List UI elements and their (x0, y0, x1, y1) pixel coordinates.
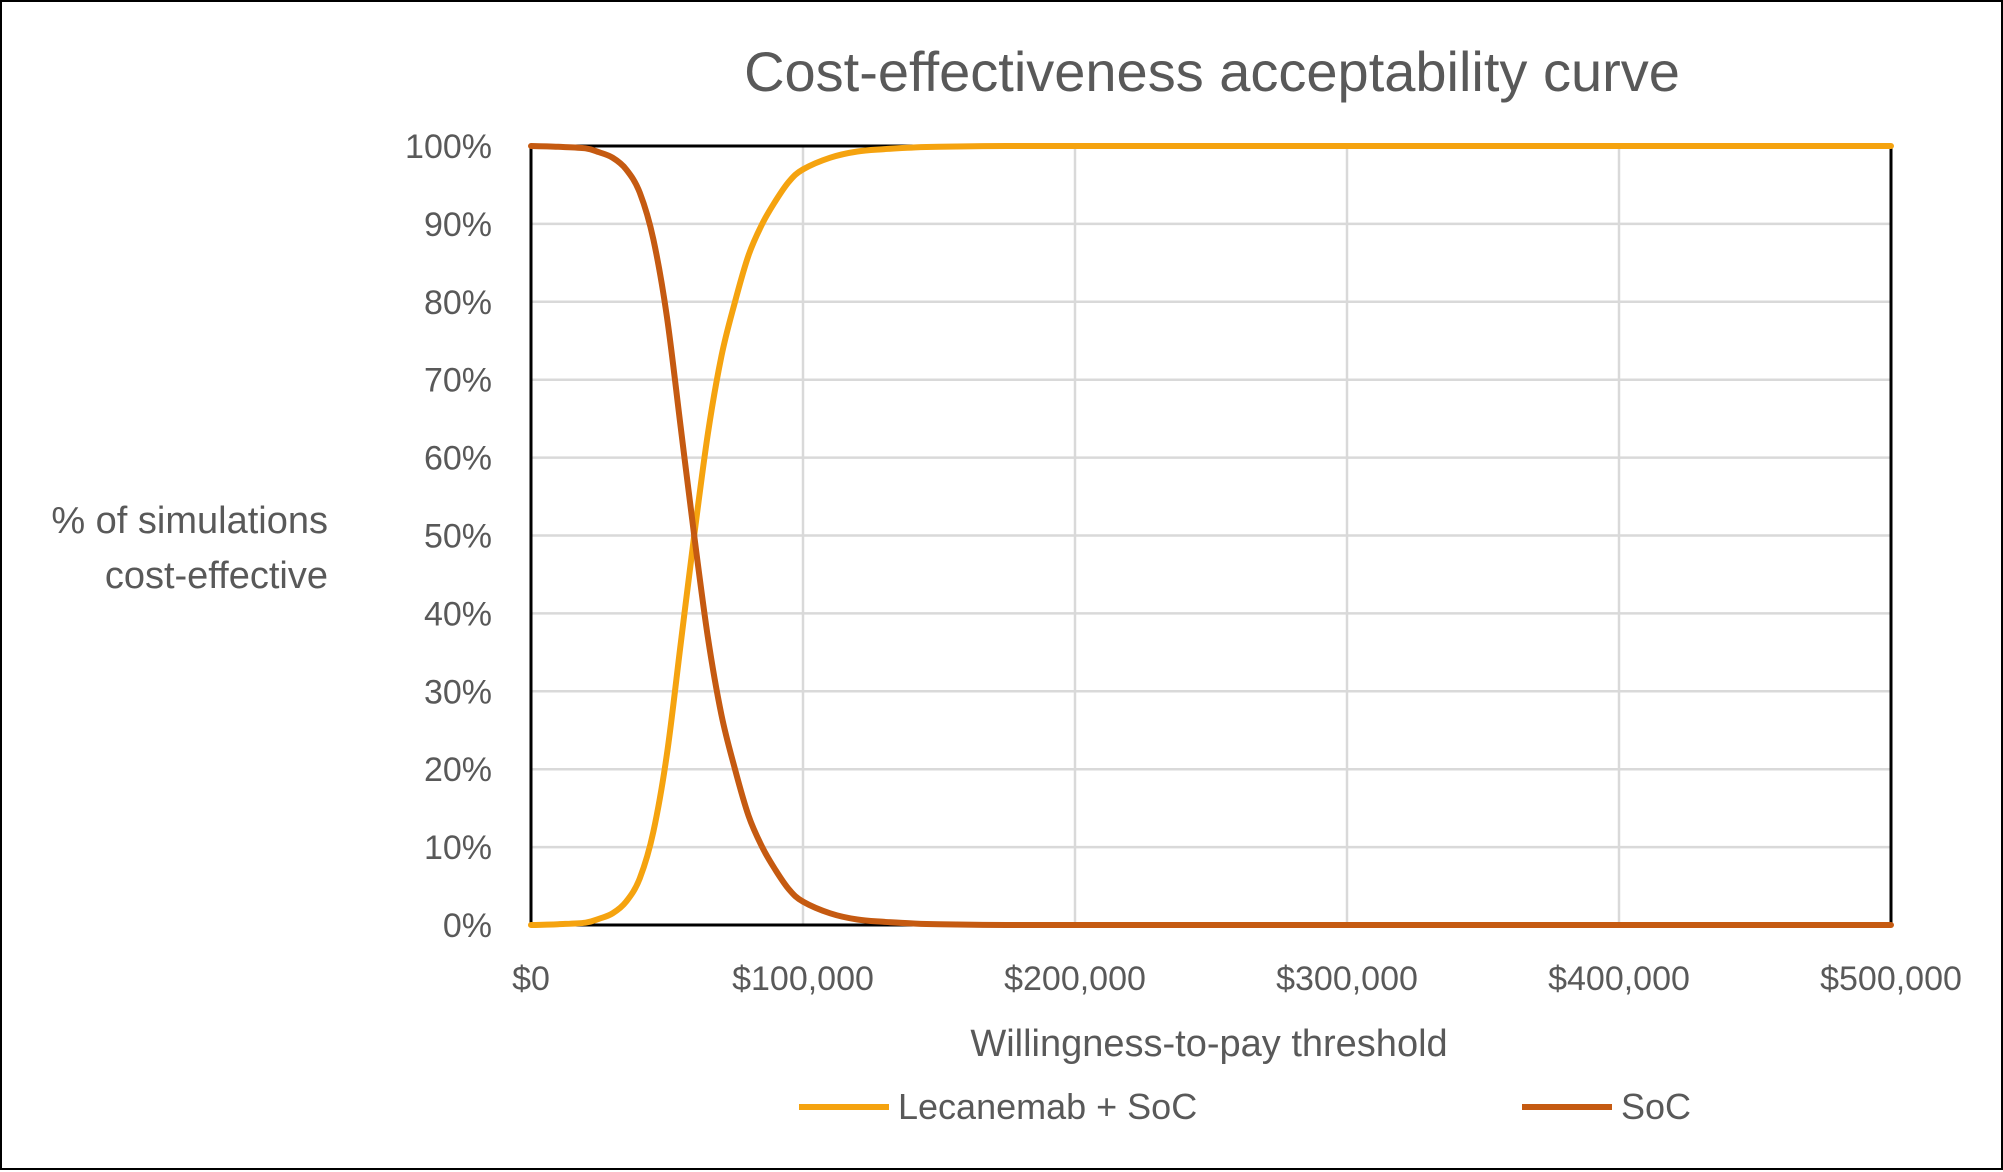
legend: Lecanemab + SoC SoC (799, 1086, 1691, 1127)
y-tick-label-10: 100% (405, 128, 492, 166)
y-axis-ticks: 0% 10% 20% 30% 40% 50% 60% 70% 80% 90% 100% (405, 128, 492, 945)
series-lines (528, 142, 1894, 929)
x-tick-label-0: $0 (512, 960, 550, 998)
y-tick-label-1: 10% (424, 829, 492, 867)
y-tick-label-5: 50% (424, 518, 492, 556)
series-line-soc (528, 143, 1894, 929)
y-axis-title-line-2: cost-effective (105, 555, 328, 597)
x-tick-label-1: $100,000 (732, 960, 874, 998)
x-axis-title: Willingness-to-pay threshold (970, 1023, 1447, 1065)
x-axis-ticks: $0 $100,000 $200,000 $300,000 $400,000 $500,0… (512, 960, 1962, 998)
chart-title: Cost-effectiveness acceptability curve (744, 40, 1680, 103)
y-axis-title-line-1: % of simulations (51, 500, 328, 542)
y-tick-label-7: 70% (424, 362, 492, 400)
gridlines (529, 144, 1893, 927)
x-tick-label-5: $500,000 (1820, 960, 1962, 998)
series-line-lecanemab-soc (528, 142, 1894, 928)
y-tick-label-3: 30% (424, 673, 492, 711)
x-tick-label-4: $400,000 (1548, 960, 1690, 998)
x-tick-label-3: $300,000 (1276, 960, 1418, 998)
legend-label-soc: SoC (1621, 1086, 1691, 1127)
y-tick-label-9: 90% (424, 206, 492, 244)
y-tick-label-8: 80% (424, 284, 492, 322)
legend-label-lecanemab-soc: Lecanemab + SoC (898, 1086, 1197, 1127)
y-tick-label-6: 60% (424, 440, 492, 478)
y-tick-label-2: 20% (424, 751, 492, 789)
x-tick-label-2: $200,000 (1004, 960, 1146, 998)
y-tick-label-4: 40% (424, 595, 492, 633)
y-tick-label-0: 0% (443, 907, 492, 945)
